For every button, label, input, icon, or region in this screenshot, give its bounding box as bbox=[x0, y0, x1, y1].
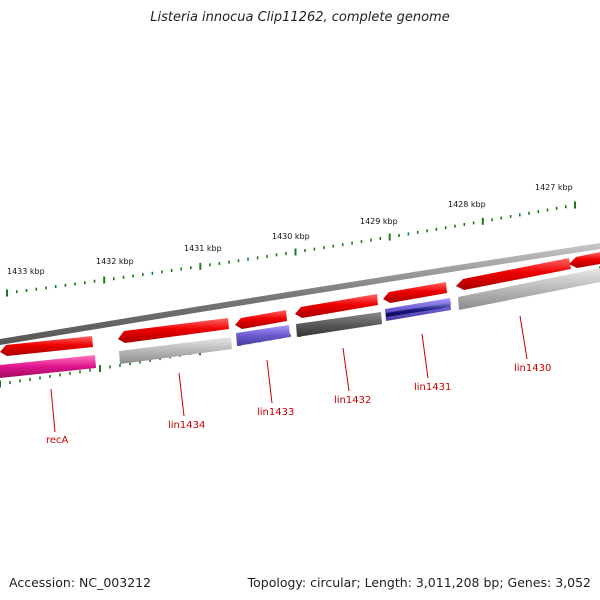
reverse-strand-genes bbox=[0, 268, 600, 378]
kbp-label-1433: 1433 kbp bbox=[7, 267, 45, 276]
kbp-label-1430: 1430 kbp bbox=[272, 232, 310, 241]
gene-feature[interactable] bbox=[569, 252, 600, 268]
gene-lin1432[interactable] bbox=[296, 312, 382, 337]
gene-feature[interactable] bbox=[383, 282, 447, 303]
gene-feature[interactable] bbox=[456, 258, 571, 290]
forward-strand-genes bbox=[0, 252, 600, 356]
gene-label-lin1430: lin1430 bbox=[514, 363, 551, 374]
gene-feature[interactable] bbox=[295, 294, 378, 318]
outer-tick-marks bbox=[6, 201, 576, 297]
gene-label-lin1433: lin1433 bbox=[257, 407, 294, 418]
gene-label-leaders bbox=[50, 315, 528, 433]
map-title: Listeria innocua Clip11262, complete gen… bbox=[150, 10, 450, 25]
kbp-label-1432: 1432 kbp bbox=[96, 257, 134, 266]
gene-lin1434[interactable] bbox=[119, 337, 232, 364]
kbp-label-1427: 1427 kbp bbox=[535, 183, 573, 192]
gene-recA[interactable] bbox=[0, 355, 96, 378]
kbp-label-1428: 1428 kbp bbox=[448, 200, 486, 209]
genome-backbone bbox=[0, 243, 600, 345]
kbp-label-1431: 1431 kbp bbox=[184, 244, 222, 253]
gene-label-lin1431: lin1431 bbox=[414, 382, 451, 393]
gene-label-lin1434: lin1434 bbox=[168, 420, 205, 431]
gene-lin1430[interactable] bbox=[458, 268, 600, 310]
accession-label: Accession: NC_003212 bbox=[9, 575, 152, 590]
gene-lin1431-inner bbox=[386, 303, 450, 317]
gene-label-recA: recA bbox=[46, 435, 69, 446]
genome-summary: Topology: circular; Length: 3,011,208 bp… bbox=[247, 575, 591, 590]
gene-feature[interactable] bbox=[118, 318, 229, 343]
gene-lin1433[interactable] bbox=[236, 325, 290, 346]
kbp-label-1429: 1429 kbp bbox=[360, 217, 398, 226]
gene-feature[interactable] bbox=[0, 336, 93, 356]
gene-feature[interactable] bbox=[235, 310, 287, 329]
gene-label-lin1432: lin1432 bbox=[334, 395, 371, 406]
